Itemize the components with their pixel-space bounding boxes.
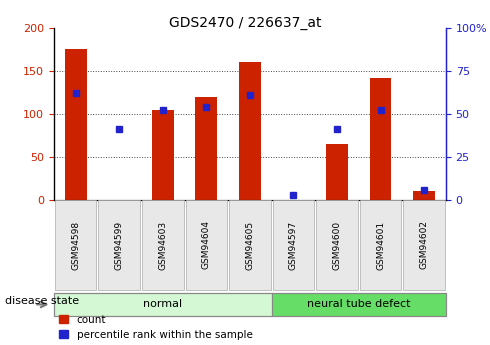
Bar [239, 62, 261, 200]
Bar [65, 49, 87, 200]
Text: GSM94601: GSM94601 [376, 220, 385, 269]
Text: GSM94600: GSM94600 [333, 220, 342, 269]
Text: GSM94603: GSM94603 [158, 220, 167, 269]
Text: normal: normal [143, 299, 182, 309]
Bar [369, 78, 392, 200]
Bar [152, 110, 173, 200]
Text: GSM94599: GSM94599 [115, 220, 124, 269]
Legend: count, percentile rank within the sample: count, percentile rank within the sample [59, 315, 253, 340]
Bar [196, 97, 217, 200]
Text: GSM94604: GSM94604 [202, 220, 211, 269]
Text: GSM94602: GSM94602 [419, 220, 429, 269]
Text: GSM94598: GSM94598 [71, 220, 80, 269]
Text: disease state: disease state [5, 296, 79, 306]
Text: GSM94597: GSM94597 [289, 220, 298, 269]
Text: neural tube defect: neural tube defect [307, 299, 411, 309]
Text: GDS2470 / 226637_at: GDS2470 / 226637_at [169, 16, 321, 30]
Text: GSM94605: GSM94605 [245, 220, 254, 269]
Bar [413, 191, 435, 200]
Bar [326, 144, 348, 200]
